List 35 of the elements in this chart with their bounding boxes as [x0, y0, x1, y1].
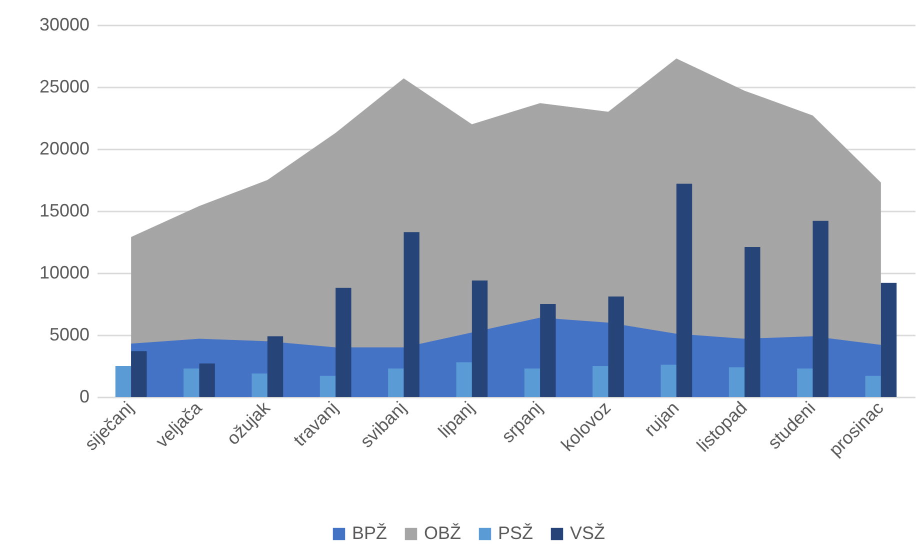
bar: [660, 364, 676, 397]
bar: [812, 220, 828, 397]
y-tick-label: 15000: [39, 200, 90, 220]
bar: [115, 366, 132, 397]
bar: [199, 364, 215, 397]
bar: [676, 184, 692, 397]
bar: [267, 336, 284, 397]
y-tick-label: 30000: [39, 14, 90, 34]
y-tick-label: 10000: [39, 262, 90, 282]
legend-label: BPŽ: [352, 523, 388, 543]
y-tick-label: 25000: [39, 76, 90, 96]
bar: [472, 280, 488, 397]
bar: [608, 296, 624, 397]
bar: [336, 288, 352, 397]
bar: [131, 351, 147, 397]
bar: [320, 376, 336, 397]
bar: [880, 282, 897, 397]
y-tick-label: 0: [79, 386, 90, 406]
legend-label: PSŽ: [498, 523, 534, 543]
bar: [592, 366, 608, 397]
bar: [184, 368, 200, 397]
y-tick-label: 20000: [39, 138, 90, 158]
y-tick-label: 5000: [49, 324, 90, 344]
bar: [252, 373, 268, 397]
legend-label: OBŽ: [424, 523, 462, 543]
bar: [456, 362, 472, 397]
bar: [388, 368, 404, 397]
bar: [540, 304, 556, 397]
legend-label: VSŽ: [570, 523, 606, 543]
bar: [404, 232, 420, 397]
bar: [524, 368, 540, 397]
bar: [744, 246, 760, 397]
bar: [797, 368, 813, 397]
bar: [728, 367, 745, 397]
bar: [865, 376, 881, 397]
